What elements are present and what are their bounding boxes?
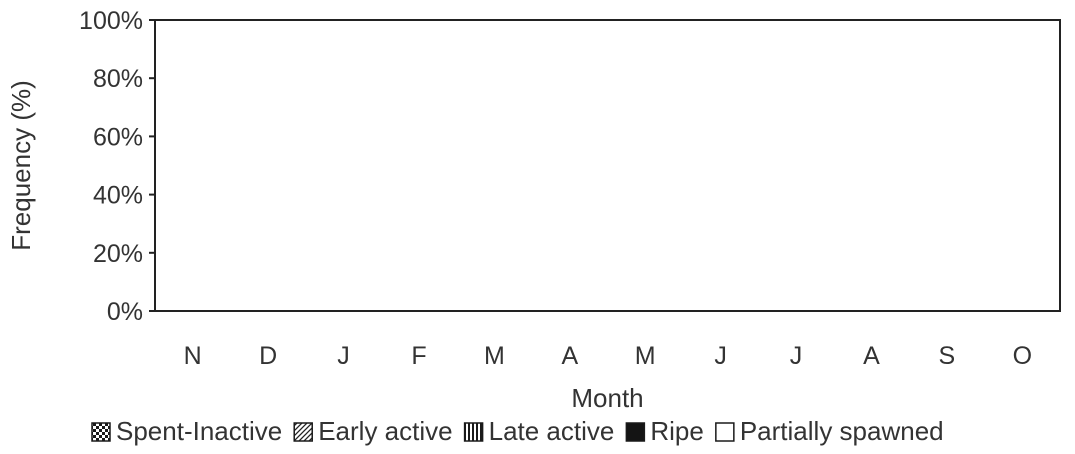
y-tick-label: 20% [93,240,143,268]
plot-border [154,19,1061,312]
x-tick-label: A [863,342,880,370]
y-tick-label: 40% [93,182,143,210]
legend-swatch [625,422,646,442]
x-tick-label: D [259,342,277,370]
y-tick-label: 60% [93,123,143,151]
legend-label: Early active [318,416,452,446]
x-tick-label: N [184,342,202,370]
y-axis-title: Frequency (%) [6,80,36,251]
axes-group: N D J F M A M J J A S O 0% 20% 40% 60% 80% 100% Month Frequ… [6,7,1061,413]
plot-area [154,19,1061,312]
legend: Spent-Inactive Early active Late active Rip… [91,416,944,446]
legend-label: Spent-Inactive [116,416,282,446]
legend-swatch [463,422,484,442]
legend-label: Ripe [650,416,703,446]
y-tick-label: 100% [79,7,143,35]
x-tick-label: F [411,342,426,370]
x-tick-label: O [1013,342,1032,370]
legend-swatch [715,422,735,442]
y-tick-label: 80% [93,65,143,93]
legend-label: Partially spawned [740,416,944,446]
x-axis-title: Month [571,383,643,413]
x-tick-label: M [635,342,656,370]
legend-swatch [293,422,313,442]
x-tick-label: S [939,342,956,370]
x-tick-label: J [790,342,803,370]
x-tick-label: J [337,342,350,370]
x-tick-label: M [484,342,505,370]
x-tick-label: A [561,342,578,370]
y-tick-label: 0% [107,298,143,326]
x-tick-label: J [714,342,727,370]
legend-swatch [91,422,111,442]
legend-label: Late active [489,416,615,446]
